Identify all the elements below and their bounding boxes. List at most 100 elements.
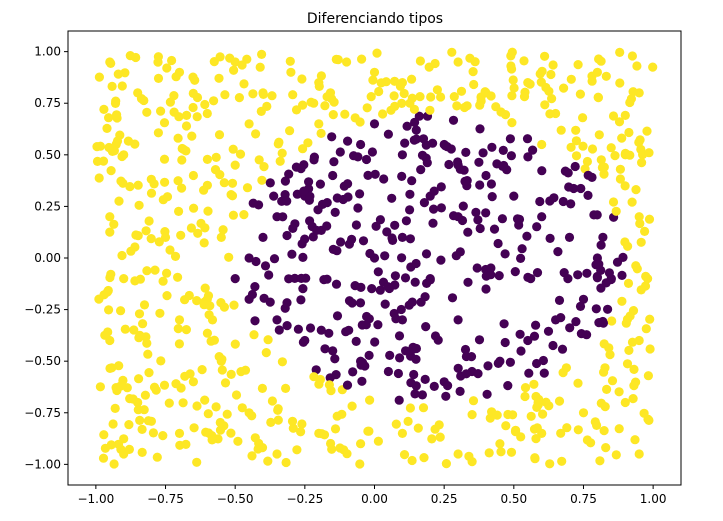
data-point-inside <box>357 376 367 386</box>
data-point-outside <box>224 252 234 262</box>
data-point-inside <box>471 207 481 217</box>
data-point-outside <box>114 361 124 371</box>
x-tick-label: −0.25 <box>286 492 323 506</box>
data-point-outside <box>159 154 170 164</box>
data-point-inside <box>558 196 568 207</box>
data-point-outside <box>255 62 265 72</box>
data-point-inside <box>463 277 473 287</box>
data-point-outside <box>134 374 144 384</box>
data-point-outside <box>242 183 253 193</box>
data-point-outside <box>622 359 633 369</box>
data-point-outside <box>510 427 521 437</box>
data-point-outside <box>427 434 437 444</box>
data-point-inside <box>449 211 459 221</box>
data-point-inside <box>460 344 471 355</box>
data-point-inside <box>361 154 372 165</box>
data-point-outside <box>148 428 158 438</box>
data-point-outside <box>430 58 440 69</box>
data-point-inside <box>394 331 405 341</box>
data-point-inside <box>549 193 559 203</box>
data-point-inside <box>330 207 340 217</box>
data-point-inside <box>328 346 338 356</box>
data-point-inside <box>410 117 420 127</box>
data-point-outside <box>467 457 477 467</box>
data-point-inside <box>258 232 268 242</box>
data-point-outside <box>601 443 611 453</box>
x-tick-label: 0.25 <box>431 492 458 506</box>
data-point-outside <box>391 419 401 429</box>
data-point-outside <box>200 395 210 405</box>
data-point-inside <box>320 344 330 354</box>
data-point-outside <box>235 149 246 159</box>
data-point-inside <box>293 324 303 334</box>
data-point-inside <box>523 335 533 346</box>
data-point-outside <box>109 219 119 229</box>
data-point-outside <box>247 411 257 421</box>
data-point-inside <box>373 320 383 330</box>
data-point-outside <box>211 402 221 412</box>
data-point-outside <box>525 79 535 89</box>
data-point-inside <box>417 150 428 160</box>
data-point-outside <box>131 230 141 240</box>
data-point-outside <box>200 99 210 110</box>
data-point-inside <box>343 192 353 202</box>
data-point-outside <box>297 74 307 84</box>
data-point-outside <box>614 424 624 434</box>
data-point-outside <box>106 166 116 176</box>
data-point-outside <box>182 110 192 120</box>
y-tick-label: 0.50 <box>34 148 61 162</box>
data-point-outside <box>607 376 618 386</box>
data-point-outside <box>540 100 550 110</box>
data-point-outside <box>250 433 260 443</box>
data-point-outside <box>292 445 302 455</box>
data-point-outside <box>135 330 145 340</box>
data-point-inside <box>422 278 432 288</box>
data-point-outside <box>263 335 273 345</box>
data-point-inside <box>592 273 603 283</box>
data-point-outside <box>545 109 555 119</box>
data-point-outside <box>520 391 530 402</box>
data-point-inside <box>397 253 407 263</box>
data-point-inside <box>564 232 575 242</box>
data-point-inside <box>429 204 439 214</box>
data-point-outside <box>475 100 485 110</box>
data-point-inside <box>411 258 421 269</box>
data-point-outside <box>129 325 139 335</box>
data-point-inside <box>537 212 547 222</box>
data-point-outside <box>605 350 615 360</box>
data-point-outside <box>462 101 472 111</box>
data-point-inside <box>486 263 496 273</box>
data-point-inside <box>251 256 261 267</box>
data-point-outside <box>162 291 172 301</box>
data-point-inside <box>407 297 417 307</box>
data-point-outside <box>372 48 382 58</box>
data-point-inside <box>428 138 438 148</box>
data-point-inside <box>356 139 366 150</box>
data-point-inside <box>428 218 438 228</box>
data-point-inside <box>618 252 628 262</box>
data-point-outside <box>226 428 236 438</box>
data-point-outside <box>562 423 572 433</box>
data-point-outside <box>188 170 198 181</box>
data-point-outside <box>453 449 463 459</box>
data-point-inside <box>244 253 254 263</box>
data-point-outside <box>640 226 650 236</box>
data-point-inside <box>259 293 269 303</box>
data-point-outside <box>399 450 410 460</box>
data-point-outside <box>628 87 638 97</box>
data-point-outside <box>596 398 606 408</box>
data-point-outside <box>623 241 633 251</box>
data-point-outside <box>631 261 641 271</box>
data-point-outside <box>608 197 619 207</box>
data-point-inside <box>461 369 471 379</box>
data-point-outside <box>634 137 644 147</box>
data-point-outside <box>202 328 212 338</box>
data-point-outside <box>158 431 168 441</box>
data-point-outside <box>566 142 576 152</box>
data-point-inside <box>331 370 341 380</box>
data-point-outside <box>200 223 210 233</box>
data-point-outside <box>133 405 143 415</box>
data-point-outside <box>415 92 425 102</box>
data-point-outside <box>262 101 272 111</box>
data-point-outside <box>173 133 183 143</box>
